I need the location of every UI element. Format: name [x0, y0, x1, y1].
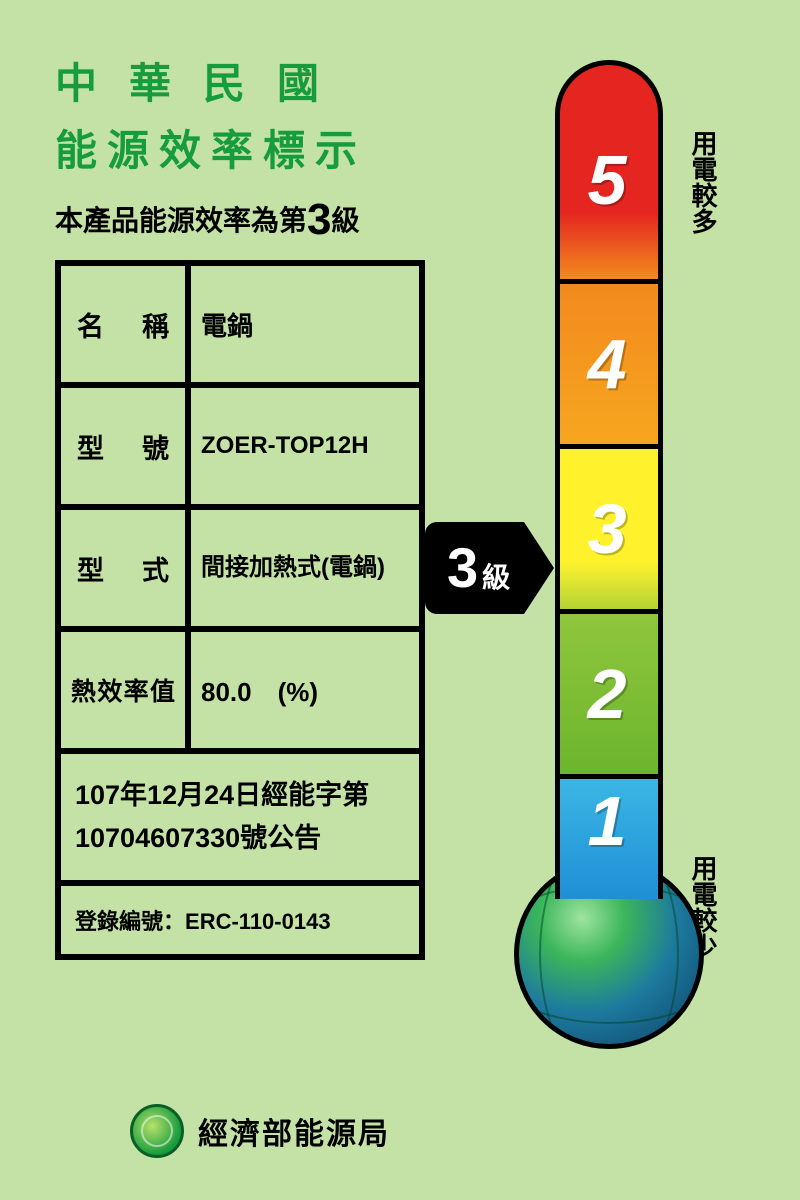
table-row: 型式 間接加熱式(電鍋) — [58, 507, 422, 629]
segment-number: 4 — [588, 324, 627, 404]
title-line2: 能源效率標示 — [55, 117, 367, 178]
rating-pointer: 3 級 — [425, 522, 554, 614]
row-label: 名稱 — [58, 263, 188, 385]
notice-text: 107年12月24日經能字第10704607330號公告 — [58, 751, 422, 883]
segment-number: 2 — [588, 654, 627, 734]
table-row-registration: 登錄編號：ERC-110-0143 — [58, 883, 422, 957]
efficiency-thermometer: 5 4 3 2 1 — [555, 60, 663, 899]
thermo-segment-2: 2 — [555, 614, 663, 779]
product-rating-statement: 本產品能源效率為第3級 — [55, 195, 360, 245]
segment-number: 5 — [588, 140, 627, 220]
segment-number: 1 — [588, 781, 627, 861]
row-value: 80.0 (%) — [188, 629, 422, 751]
registration-cell: 登錄編號：ERC-110-0143 — [58, 883, 422, 957]
pointer-body: 3 級 — [425, 522, 524, 614]
pointer-arrow-icon — [524, 522, 554, 614]
rating-level: 3 — [307, 195, 331, 244]
table-row: 名稱 電鍋 — [58, 263, 422, 385]
row-value: 間接加熱式(電鍋) — [188, 507, 422, 629]
row-value: ZOER-TOP12H — [188, 385, 422, 507]
row-label: 型式 — [58, 507, 188, 629]
pointer-level: 3 — [447, 540, 478, 596]
thermo-segment-5: 5 — [555, 114, 663, 284]
title-block: 中華民國 能源效率標示 — [55, 50, 367, 178]
table-row-notice: 107年12月24日經能字第10704607330號公告 — [58, 751, 422, 883]
thermo-cap — [555, 60, 663, 114]
footer: 經濟部能源局 — [130, 1104, 390, 1158]
reg-label: 登錄編號： — [75, 909, 185, 934]
title-line1: 中華民國 — [55, 50, 367, 111]
row-label: 型號 — [58, 385, 188, 507]
pointer-unit: 級 — [482, 556, 510, 596]
agency-logo-icon — [130, 1104, 184, 1158]
rating-suffix: 級 — [332, 205, 360, 236]
row-label: 熱效率值 — [58, 629, 188, 751]
reg-number: ERC-110-0143 — [185, 909, 331, 934]
usage-label-high: 用電較多 — [685, 130, 722, 234]
thermo-segment-1: 1 — [555, 779, 663, 899]
info-table: 名稱 電鍋 型號 ZOER-TOP12H 型式 間接加熱式(電鍋) 熱效率值 8… — [55, 260, 425, 960]
table-row: 型號 ZOER-TOP12H — [58, 385, 422, 507]
thermo-segment-4: 4 — [555, 284, 663, 449]
segment-number: 3 — [588, 489, 627, 569]
row-value: 電鍋 — [188, 263, 422, 385]
thermo-segment-3: 3 — [555, 449, 663, 614]
table-row: 熱效率值 80.0 (%) — [58, 629, 422, 751]
rating-prefix: 本產品能源效率為第 — [55, 205, 307, 236]
agency-name: 經濟部能源局 — [198, 1109, 390, 1153]
